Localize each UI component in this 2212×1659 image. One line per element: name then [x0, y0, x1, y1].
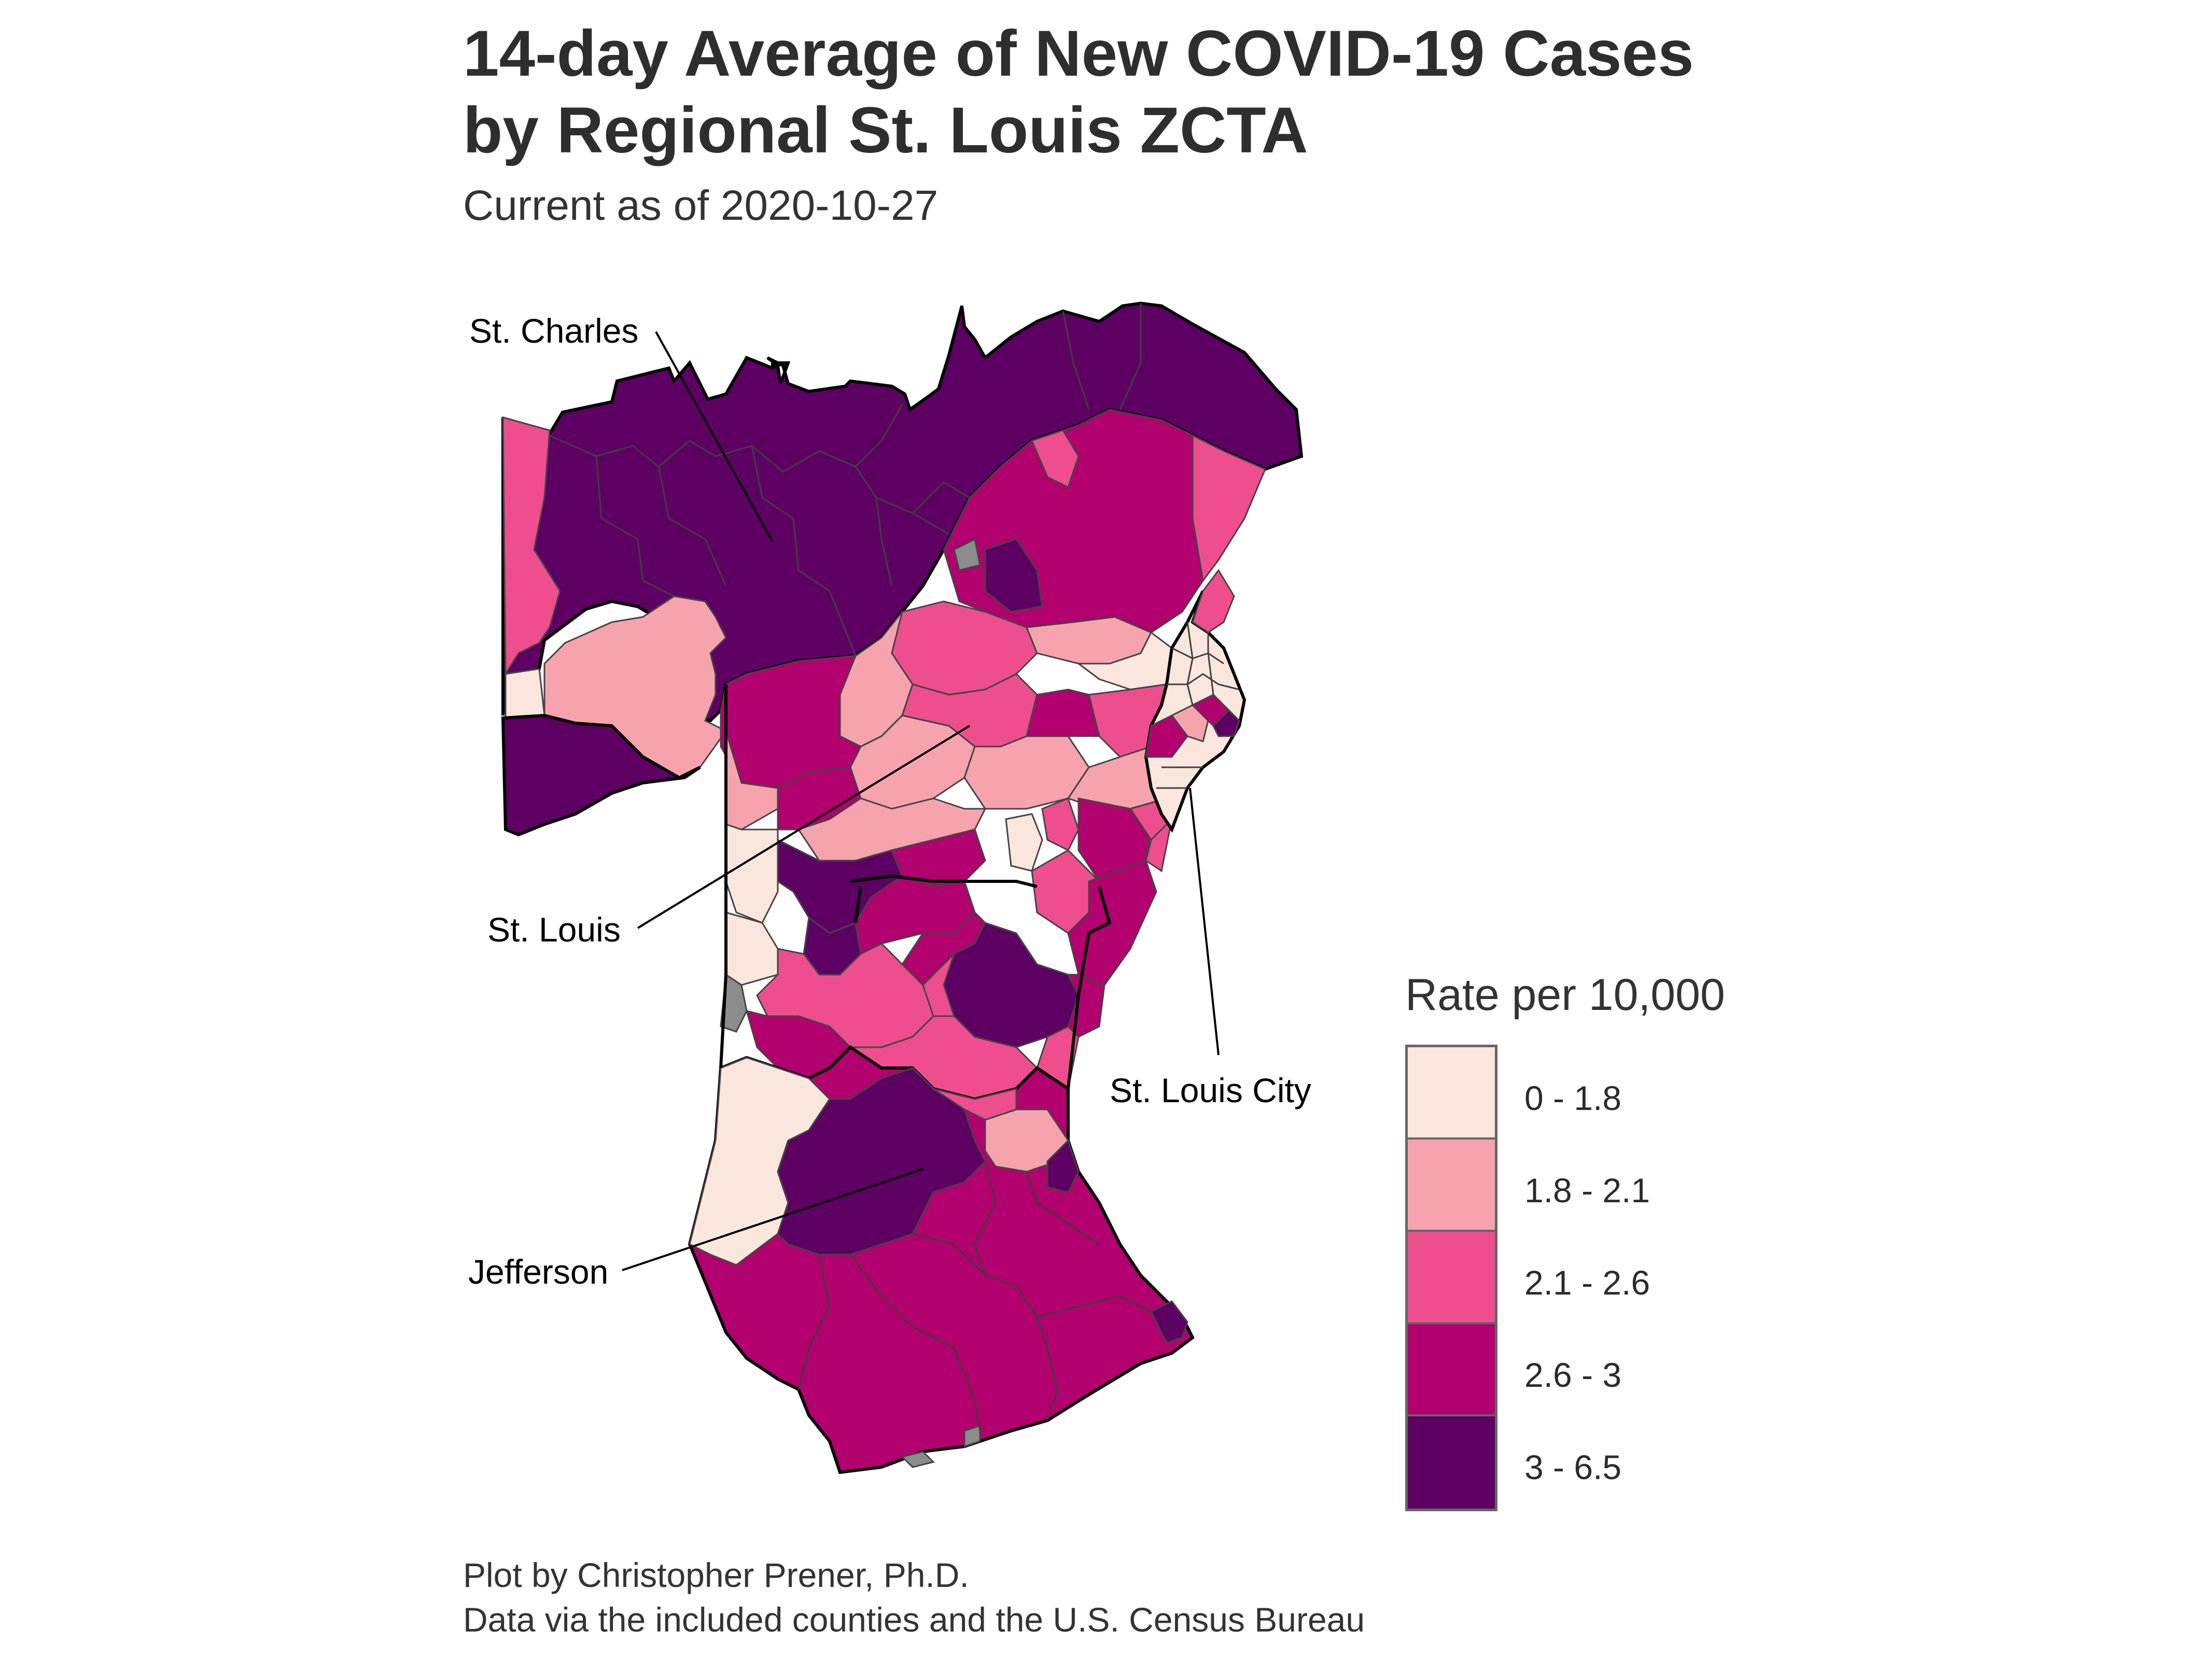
zcta-city-pink-b	[1170, 704, 1209, 742]
legend-label: 3 - 6.5	[1524, 1448, 1622, 1486]
caption-author: Plot by Christopher Prener, Ph.D.	[463, 1556, 969, 1594]
legend-title: Rate per 10,000	[1405, 970, 1725, 1020]
map-title: 14-day Average of New COVID-19 Cases by …	[463, 16, 1915, 169]
zcta-north-dark-small	[984, 538, 1043, 613]
callout-jefferson: Jefferson	[468, 1253, 609, 1291]
caption: Plot by Christopher Prener, Ph.D. Data v…	[463, 1553, 1365, 1642]
callout-st-louis: St. Louis	[487, 910, 621, 949]
callout-st-louis-city: St. Louis City	[1110, 1071, 1311, 1109]
zcta-south-missing	[720, 973, 748, 1033]
legend-swatch	[1408, 1047, 1495, 1140]
zcta-city-magenta-a	[1145, 714, 1188, 758]
legend-swatch	[1408, 1416, 1495, 1509]
zcta-central-south-pink	[1041, 797, 1080, 852]
city-zcta-borders	[1156, 622, 1240, 789]
title-line-1: 14-day Average of New COVID-19 Cases	[463, 18, 1694, 90]
legend: Rate per 10,000 0 - 1.8 1.8 - 2.1 2.1 - …	[1405, 969, 1725, 1511]
st-charles-zcta-borders	[549, 303, 1142, 656]
zcta-central-magenta-b	[1026, 688, 1100, 737]
zcta-jefferson-dark-east	[1046, 1139, 1080, 1193]
map-subtitle: Current as of 2020-10-27	[463, 182, 939, 229]
jefferson-zcta-borders	[797, 1161, 1152, 1431]
county-st-louis	[720, 409, 1266, 1100]
zcta-city-dark-a	[1212, 709, 1240, 737]
zcta-jefferson-dark-southeast	[1150, 1300, 1188, 1344]
zcta-north-pink-strip	[1030, 429, 1080, 489]
legend-label: 0 - 1.8	[1524, 1079, 1622, 1117]
county-jefferson	[688, 1045, 1195, 1474]
county-st-charles	[501, 301, 1304, 837]
zcta-north-missing	[953, 538, 981, 571]
legend-label: 2.6 - 3	[1524, 1356, 1622, 1394]
zcta-jefferson-missing-a	[901, 1451, 935, 1468]
legend-swatch	[1408, 1232, 1495, 1324]
callout-st-charles: St. Charles	[469, 312, 639, 350]
legend-label: 2.1 - 2.6	[1524, 1263, 1650, 1302]
zcta-st-charles-light-west	[505, 668, 545, 719]
zcta-central-south-light	[1005, 813, 1043, 872]
callout-leader-lines	[622, 331, 1220, 1271]
zcta-far-west-light	[725, 823, 779, 924]
zcta-city-pink-a	[1192, 569, 1235, 634]
county-st-louis-city	[1144, 569, 1247, 833]
zcta-south-light-west	[725, 911, 779, 986]
caption-source: Data via the included counties and the U…	[463, 1600, 1365, 1639]
legend-label: 1.8 - 2.1	[1524, 1171, 1650, 1210]
zcta-northeast-pink	[1192, 434, 1266, 583]
legend-swatch	[1408, 1324, 1495, 1416]
county-boundaries	[719, 684, 1112, 1089]
legend-swatch	[1408, 1140, 1495, 1232]
title-line-2: by Regional St. Louis ZCTA	[463, 94, 1308, 166]
legend-keys	[1405, 1045, 1497, 1511]
zcta-jefferson-pink-a	[933, 1088, 1017, 1121]
zcta-st-charles-west-strip	[502, 416, 561, 677]
zcta-southeast-pink-c	[1145, 817, 1173, 873]
zcta-jefferson-missing-b	[963, 1424, 981, 1448]
zcta-st-charles-southwest-dark	[501, 713, 701, 837]
zcta-jefferson-dark-center	[777, 1067, 986, 1256]
